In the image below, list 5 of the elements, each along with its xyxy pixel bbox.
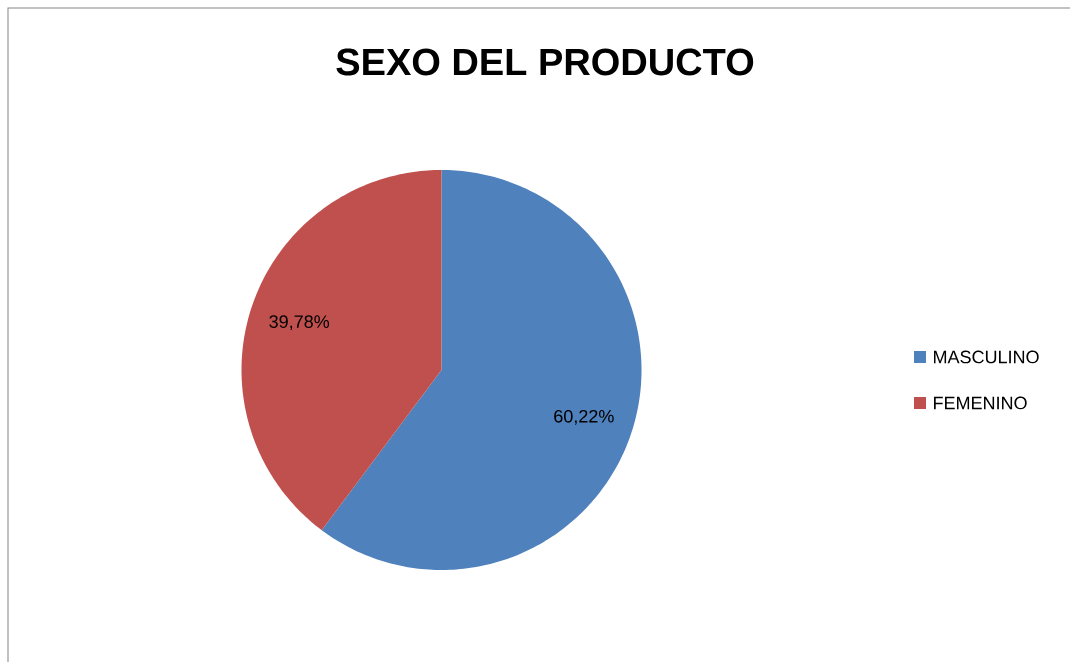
legend-label: FEMENINO (934, 396, 1027, 410)
chart-title: SEXO DEL PRODUCTO (336, 48, 754, 76)
data-label: 60,22% (554, 409, 614, 425)
data-label: 39,78% (269, 315, 330, 331)
legend-label: MASCULINO (934, 350, 1039, 364)
